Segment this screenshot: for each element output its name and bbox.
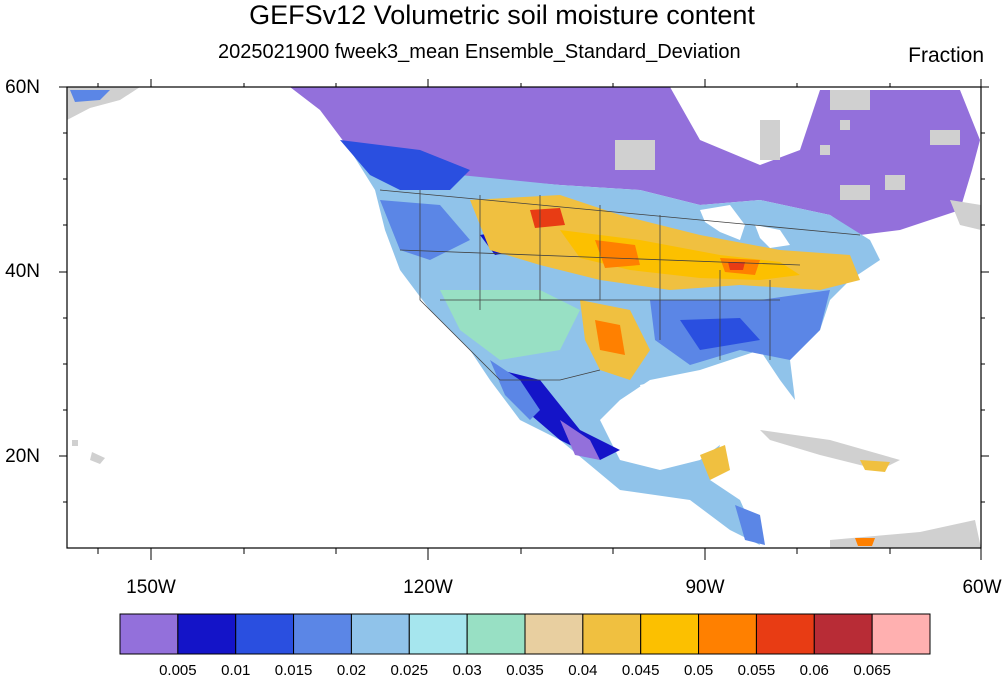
colorbar-label: 0.055 xyxy=(737,662,776,679)
field-patch xyxy=(728,262,745,270)
colorbar-label: 0.045 xyxy=(621,662,660,679)
lon-label-150w: 150W xyxy=(126,577,176,598)
colorbar-swatch xyxy=(640,613,700,655)
colorbar-swatch xyxy=(350,613,410,655)
colorbar-swatch xyxy=(293,613,352,655)
colorbar-swatch xyxy=(698,613,757,655)
field-patch xyxy=(595,240,640,268)
field-patch xyxy=(380,200,470,260)
colorbar-swatch xyxy=(755,613,815,655)
great-lakes xyxy=(755,225,790,248)
field-patch xyxy=(440,290,580,360)
map-field xyxy=(67,87,981,548)
field-patch xyxy=(340,140,470,190)
colorbar-swatch xyxy=(871,613,931,655)
field-patch xyxy=(855,538,875,546)
colorbar xyxy=(119,613,931,655)
nova-scotia-region xyxy=(950,200,981,230)
colorbar-label: 0.02 xyxy=(336,662,367,679)
baja-region xyxy=(490,360,540,420)
colorbar-label: 0.04 xyxy=(568,662,598,679)
colorbar-swatch xyxy=(524,613,584,655)
political-boundaries xyxy=(379,189,861,381)
colorbar-label: 0.065 xyxy=(853,662,891,679)
missing-cells xyxy=(615,90,960,200)
colorbar-swatch xyxy=(813,613,873,655)
lon-label-90w: 90W xyxy=(685,577,725,598)
hawaii-region xyxy=(72,440,105,464)
colorbar-label: 0.035 xyxy=(506,662,544,679)
alaska-field xyxy=(70,90,110,102)
colorbar-swatch xyxy=(466,613,526,655)
colorbar-label: 0.05 xyxy=(683,662,714,679)
field-patch xyxy=(530,208,565,228)
gulf-of-mexico xyxy=(640,355,780,440)
map-title: GEFSv12 Volumetric soil moisture content xyxy=(249,0,755,30)
caribbean-region xyxy=(760,430,900,470)
axis-ticks xyxy=(59,79,989,560)
units-label: Fraction xyxy=(908,44,984,67)
colorbar-label: 0.005 xyxy=(159,662,197,679)
colorbar-label: 0.015 xyxy=(274,662,313,679)
lon-label-60w: 60W xyxy=(962,577,1002,598)
colorbar-swatch xyxy=(408,613,468,655)
lat-label-20n: 20N xyxy=(5,446,40,467)
map-subtitle: 2025021900 fweek3_mean Ensemble_Standard… xyxy=(218,41,741,63)
field-patch xyxy=(860,460,890,472)
lat-label-40n: 40N xyxy=(5,261,40,282)
field-patch xyxy=(595,320,625,355)
colorbar-swatch xyxy=(119,613,179,655)
lon-label-120w: 120W xyxy=(403,577,453,598)
south-america-region xyxy=(830,520,981,548)
colorbar-label: 0.06 xyxy=(799,662,829,679)
colorbar-label: 0.03 xyxy=(452,662,482,679)
field-patch xyxy=(735,505,765,545)
colorbar-label: 0.025 xyxy=(390,662,429,679)
colorbar-swatch xyxy=(177,613,237,655)
lat-label-60n: 60N xyxy=(5,77,40,98)
field-patch xyxy=(700,445,730,480)
colorbar-label: 0.01 xyxy=(221,662,251,679)
colorbar-swatch xyxy=(582,613,642,655)
colorbar-swatch xyxy=(235,613,295,655)
field-patch xyxy=(560,420,600,460)
field-patch xyxy=(500,370,620,460)
